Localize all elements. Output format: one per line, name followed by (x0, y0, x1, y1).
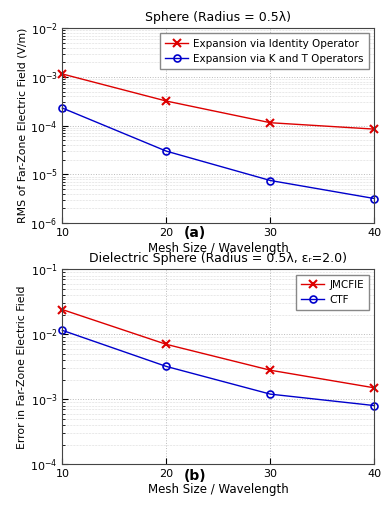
Line: JMCFIE: JMCFIE (58, 306, 378, 391)
Y-axis label: RMS of Far-Zone Electric Field (V/m): RMS of Far-Zone Electric Field (V/m) (18, 28, 27, 223)
Expansion via Identity Operator (60, 71, 65, 77)
Text: (a): (a) (184, 226, 206, 241)
Expansion via K and T Operators (372, 195, 377, 202)
Line: CTF: CTF (59, 327, 378, 409)
Line: Expansion via Identity Operator: Expansion via Identity Operator (58, 70, 378, 133)
Y-axis label: Error in Far-Zone Electric Field: Error in Far-Zone Electric Field (18, 285, 27, 448)
Expansion via Identity Operator (164, 98, 169, 104)
Legend: JMCFIE, CTF: JMCFIE, CTF (296, 274, 369, 310)
Text: (b): (b) (184, 469, 206, 483)
CTF (164, 363, 169, 369)
Expansion via K and T Operators (164, 148, 169, 154)
JMCFIE (268, 367, 273, 373)
Expansion via K and T Operators (60, 105, 65, 111)
Expansion via Identity Operator (372, 126, 377, 132)
Line: Expansion via K and T Operators: Expansion via K and T Operators (59, 105, 378, 202)
Expansion via Identity Operator (268, 120, 273, 126)
CTF (372, 403, 377, 409)
Title: Sphere (Radius = 0.5λ): Sphere (Radius = 0.5λ) (145, 11, 291, 24)
JMCFIE (164, 341, 169, 347)
Legend: Expansion via Identity Operator, Expansion via K and T Operators: Expansion via Identity Operator, Expansi… (160, 33, 369, 69)
Title: Dielectric Sphere (Radius = 0.5λ, εᵣ=2.0): Dielectric Sphere (Radius = 0.5λ, εᵣ=2.0… (89, 252, 347, 265)
CTF (268, 391, 273, 397)
Expansion via K and T Operators (268, 177, 273, 184)
X-axis label: Mesh Size / Wavelength: Mesh Size / Wavelength (148, 483, 289, 496)
CTF (60, 327, 65, 333)
JMCFIE (60, 307, 65, 313)
JMCFIE (372, 385, 377, 391)
X-axis label: Mesh Size / Wavelength: Mesh Size / Wavelength (148, 242, 289, 255)
